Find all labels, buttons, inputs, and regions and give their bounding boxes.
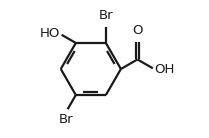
Text: O: O	[132, 24, 143, 37]
Text: OH: OH	[154, 63, 174, 76]
Text: HO: HO	[40, 27, 60, 40]
Text: Br: Br	[99, 10, 113, 22]
Text: Br: Br	[59, 113, 74, 126]
